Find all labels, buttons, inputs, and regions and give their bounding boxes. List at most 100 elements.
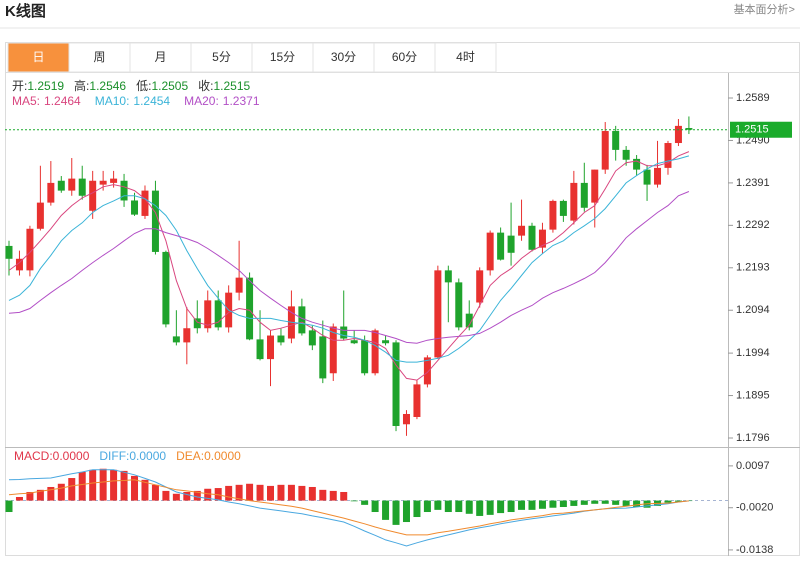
ma-legend: MA5: 1.2464 MA10: 1.2454 MA20: 1.2371 (12, 94, 260, 108)
legend-name: DEA: (176, 449, 204, 463)
candle-body (486, 232, 494, 271)
tab-label[interactable]: 周 (93, 50, 105, 64)
candle-body (89, 180, 97, 211)
candle-body (78, 178, 86, 196)
macd-bar (497, 500, 505, 514)
tab[interactable] (434, 42, 497, 73)
candle-body (162, 251, 170, 325)
candle-body (267, 335, 274, 360)
candle-body (329, 326, 337, 374)
y-tick-label: 1.2391 (736, 177, 770, 189)
legend-value: 1.2371 (223, 94, 260, 108)
tab-label[interactable]: 60分 (392, 50, 417, 64)
macd-bar (298, 485, 306, 501)
candle-body (5, 245, 13, 259)
legend-value: 1.2464 (44, 94, 81, 108)
legend-name: MA20: (184, 94, 219, 108)
macd-bar (664, 500, 672, 503)
macd-bar (518, 500, 526, 510)
macd-bar (5, 500, 13, 513)
tab-label[interactable]: 30分 (331, 50, 356, 64)
candle-body (643, 169, 651, 185)
macd-bar (685, 500, 693, 502)
candle-body (392, 342, 400, 426)
macd-bar (267, 485, 274, 501)
macd-bar (120, 470, 128, 501)
y-tick-label: 1.2094 (736, 304, 770, 316)
macd-bar (601, 500, 609, 504)
candle-body (110, 178, 118, 183)
ma-line (8, 191, 690, 344)
macd-bar (15, 496, 23, 501)
macd-bar (172, 493, 180, 501)
candle-body (601, 131, 609, 170)
macd-bar (141, 479, 149, 501)
tab[interactable] (68, 42, 131, 73)
macd-bar (99, 468, 107, 501)
macd-bar (392, 500, 400, 525)
macd-bar (413, 500, 421, 518)
candle-body (141, 190, 149, 216)
tab[interactable] (7, 42, 70, 73)
macd-bar (340, 491, 348, 501)
candle-body (172, 336, 180, 343)
y-tick-label: -0.0138 (736, 544, 773, 556)
candle-body (246, 277, 254, 340)
candle-body (57, 180, 65, 191)
tab-label[interactable]: 日 (32, 50, 44, 64)
y-tick-label: 1.2589 (736, 92, 770, 104)
candle-body (36, 202, 44, 229)
y-tick-label: -0.0020 (736, 502, 773, 514)
candle-body (120, 180, 128, 201)
y-tick-label: 1.2292 (736, 219, 770, 231)
ma-line (8, 155, 690, 363)
candle-body (99, 180, 107, 185)
candle-body (235, 277, 243, 293)
macd-bar (591, 500, 599, 504)
macd-bar (528, 500, 536, 510)
macd-bar (371, 500, 379, 513)
macd-bar (110, 469, 118, 501)
tab-label[interactable]: 5分 (212, 50, 231, 64)
macd-bar (476, 500, 484, 516)
tab-label[interactable]: 15分 (270, 50, 295, 64)
macd-bar (402, 500, 410, 523)
tab-label[interactable]: 月 (154, 50, 166, 64)
candle-body (371, 330, 379, 374)
ohlc-readout: 开:1.2519 高:1.2546 低:1.2505 收:1.2515 (12, 78, 251, 93)
candle-body (382, 340, 390, 344)
ohlc-label: 开: (12, 79, 27, 93)
y-tick-label: 1.2193 (736, 262, 770, 274)
ohlc-label: 收: (198, 79, 213, 93)
y-tick-label: 0.0097 (736, 460, 770, 472)
tab-label[interactable]: 4时 (456, 50, 475, 64)
candle-body (214, 300, 222, 328)
macd-bar (57, 483, 65, 501)
macd-bar (78, 471, 86, 501)
candle-body (664, 143, 672, 168)
candle-body (549, 200, 557, 230)
macd-bar (633, 500, 641, 508)
candle-body (633, 158, 641, 170)
macd-bar (455, 500, 463, 513)
macd-bar (674, 500, 682, 502)
candle-body (507, 235, 515, 253)
candle-body (465, 313, 473, 328)
candle-body (654, 167, 662, 185)
legend-value: 0.0000 (204, 449, 241, 463)
candle-body (183, 328, 191, 343)
macd-bar (570, 500, 578, 506)
legend-name: DIFF: (99, 449, 129, 463)
macd-bar (622, 500, 630, 506)
candle-body (256, 339, 264, 360)
macd-bar (580, 500, 588, 505)
fundamental-link[interactable]: 基本面分析> (734, 2, 795, 16)
last-price-box (730, 121, 792, 138)
macd-bar (361, 500, 369, 505)
macd-bar (423, 500, 431, 513)
macd-bar (329, 490, 337, 501)
legend-value: 1.2454 (133, 94, 170, 108)
candle-body (193, 318, 201, 329)
macd-bar (287, 484, 295, 501)
macd-bar (277, 484, 285, 501)
